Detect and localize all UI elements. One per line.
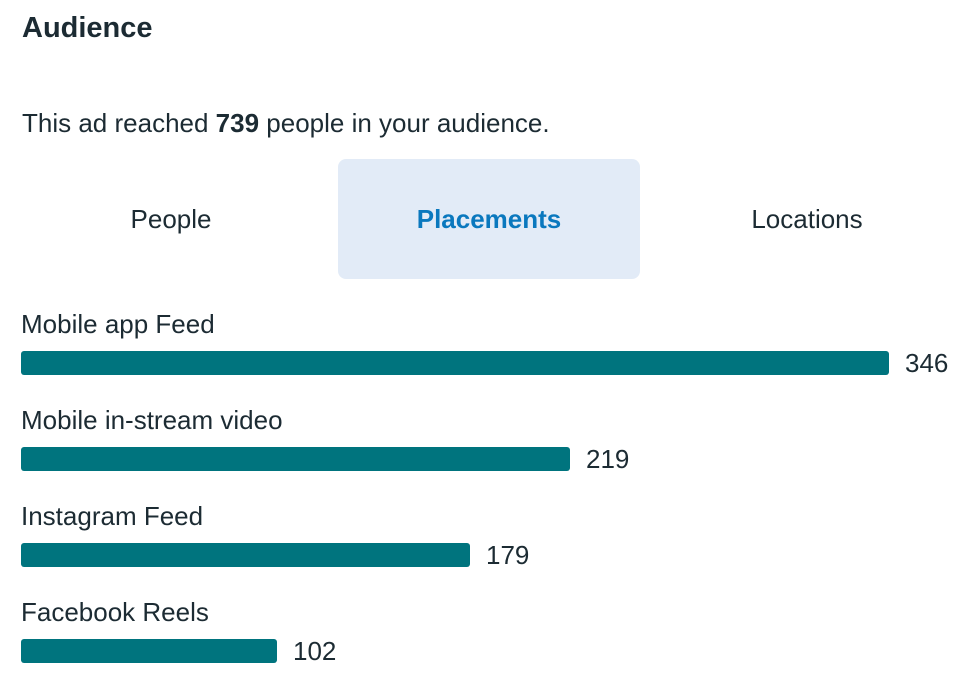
- reach-summary-suffix: people in your audience.: [259, 108, 550, 138]
- placement-row: Mobile in-stream video 219: [21, 396, 961, 488]
- placements-bar-chart: Mobile app Feed 346 Mobile in-stream video…: [21, 300, 961, 670]
- placement-bar: [21, 543, 470, 567]
- placement-label: Facebook Reels: [21, 597, 209, 627]
- audience-title: Audience: [22, 12, 153, 44]
- tab-placements[interactable]: Placements: [338, 159, 640, 279]
- tab-locations[interactable]: Locations: [751, 203, 863, 234]
- placement-row: Facebook Reels 102: [21, 588, 961, 680]
- placement-bar: [21, 351, 889, 375]
- placement-value: 219: [586, 444, 630, 474]
- placement-bar: [21, 447, 570, 471]
- reach-summary-prefix: This ad reached: [22, 108, 216, 138]
- placement-value: 346: [905, 348, 949, 378]
- placement-row: Instagram Feed 179: [21, 492, 961, 584]
- placement-label: Instagram Feed: [21, 501, 204, 531]
- reach-count: 739: [215, 108, 260, 138]
- placement-value: 102: [293, 636, 337, 666]
- placement-bar: [21, 639, 277, 663]
- audience-tabs: People Placements Locations: [20, 159, 955, 279]
- placement-label: Mobile in-stream video: [21, 405, 283, 435]
- reach-summary: This ad reached 739 people in your audie…: [22, 106, 550, 140]
- placement-row: Mobile app Feed 346: [21, 300, 961, 392]
- tab-people[interactable]: People: [130, 203, 212, 234]
- placement-label: Mobile app Feed: [21, 309, 215, 339]
- placement-value: 179: [486, 540, 530, 570]
